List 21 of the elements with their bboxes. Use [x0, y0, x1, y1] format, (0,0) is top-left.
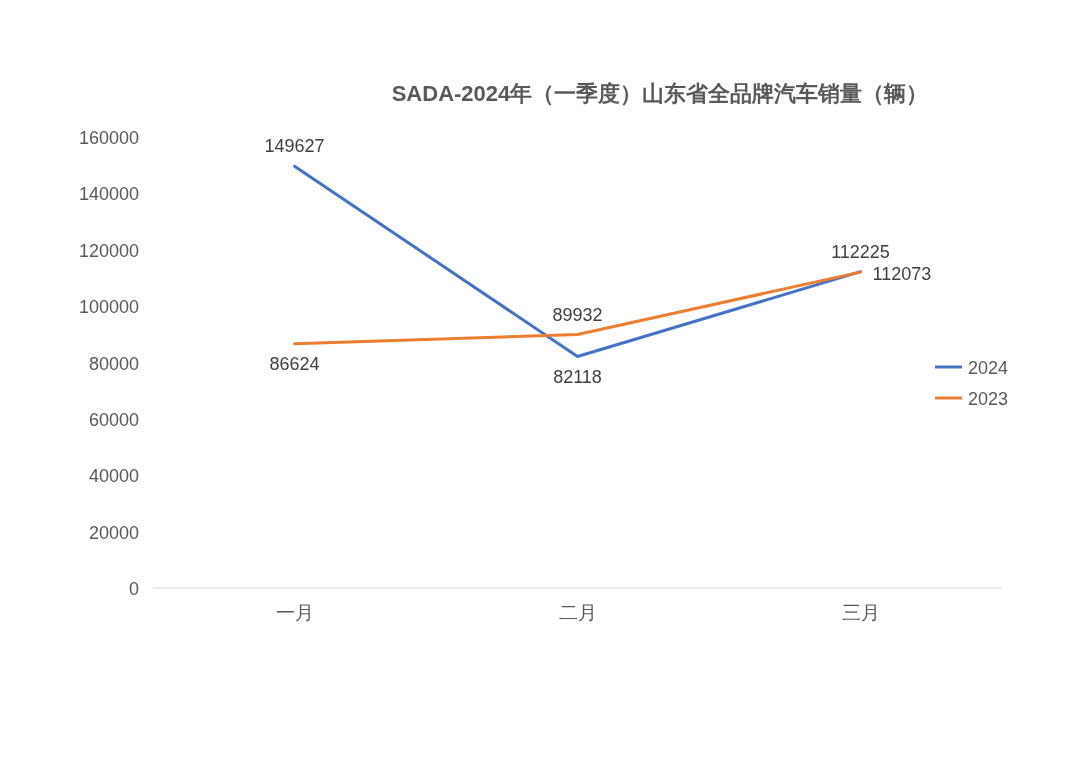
data-label: 149627: [264, 136, 325, 157]
legend-label: 2024: [968, 358, 1009, 378]
y-tick-label: 80000: [88, 353, 139, 374]
chart-title: SADA-2024年（一季度）山东省全品牌汽车销量（辆）: [391, 81, 929, 106]
y-tick-label: 160000: [78, 128, 139, 148]
x-tick-label: 三月: [841, 602, 880, 623]
data-label: 86624: [269, 353, 320, 374]
data-label: 89932: [552, 304, 603, 325]
legend-label: 2023: [968, 389, 1009, 409]
data-label: 112225: [831, 241, 890, 262]
x-tick-label: 二月: [558, 602, 597, 623]
y-tick-label: 40000: [88, 466, 139, 487]
y-tick-label: 20000: [88, 522, 139, 543]
y-tick-label: 120000: [78, 240, 139, 261]
y-tick-label: 140000: [78, 184, 139, 205]
data-label: 82118: [553, 366, 602, 387]
y-tick-label: 60000: [88, 409, 139, 430]
y-tick-label: 100000: [78, 297, 139, 318]
x-tick-label: 一月: [275, 602, 314, 623]
data-label: 112073: [872, 264, 932, 285]
y-tick-label: 0: [128, 579, 139, 599]
